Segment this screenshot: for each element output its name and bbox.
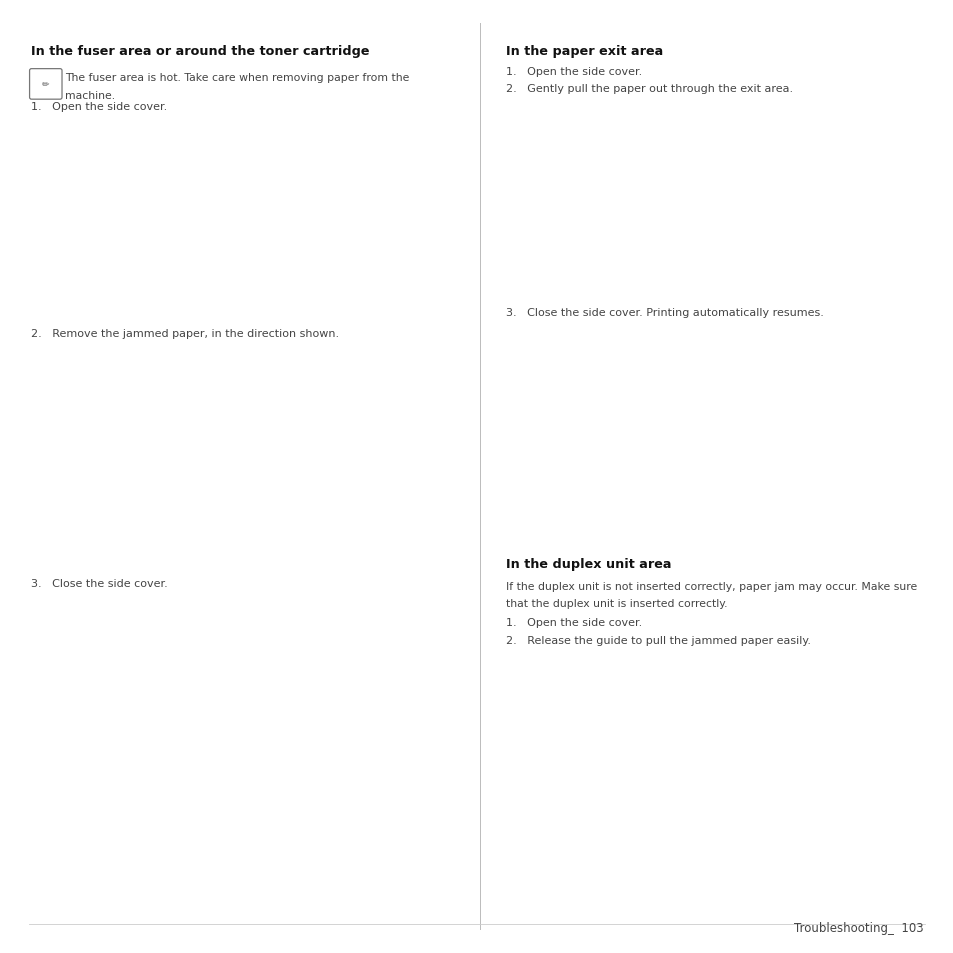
Text: 2.   Release the guide to pull the jammed paper easily.: 2. Release the guide to pull the jammed … (505, 636, 810, 645)
Text: 3.   Close the side cover. Printing automatically resumes.: 3. Close the side cover. Printing automa… (505, 308, 822, 317)
Text: In the fuser area or around the toner cartridge: In the fuser area or around the toner ca… (31, 45, 370, 58)
Text: In the duplex unit area: In the duplex unit area (505, 558, 670, 571)
Text: 2.   Gently pull the paper out through the exit area.: 2. Gently pull the paper out through the… (505, 84, 792, 93)
Text: 1.   Open the side cover.: 1. Open the side cover. (505, 67, 641, 76)
Text: 3.   Close the side cover.: 3. Close the side cover. (31, 578, 168, 588)
Text: machine.: machine. (65, 91, 115, 100)
Text: The fuser area is hot. Take care when removing paper from the: The fuser area is hot. Take care when re… (65, 72, 409, 82)
Text: ✏: ✏ (42, 80, 50, 90)
Text: 1.   Open the side cover.: 1. Open the side cover. (505, 618, 641, 627)
FancyBboxPatch shape (510, 324, 910, 515)
FancyBboxPatch shape (31, 110, 432, 293)
Text: If the duplex unit is not inserted correctly, paper jam may occur. Make sure: If the duplex unit is not inserted corre… (505, 581, 916, 591)
FancyBboxPatch shape (510, 95, 910, 272)
Text: 2.   Remove the jammed paper, in the direction shown.: 2. Remove the jammed paper, in the direc… (31, 329, 339, 338)
FancyBboxPatch shape (31, 343, 432, 543)
Text: that the duplex unit is inserted correctly.: that the duplex unit is inserted correct… (505, 598, 726, 608)
FancyBboxPatch shape (30, 70, 62, 100)
Text: In the paper exit area: In the paper exit area (505, 45, 662, 58)
Text: 1.   Open the side cover.: 1. Open the side cover. (31, 102, 168, 112)
FancyBboxPatch shape (491, 648, 920, 901)
Text: Troubleshooting_  103: Troubleshooting_ 103 (793, 921, 923, 934)
